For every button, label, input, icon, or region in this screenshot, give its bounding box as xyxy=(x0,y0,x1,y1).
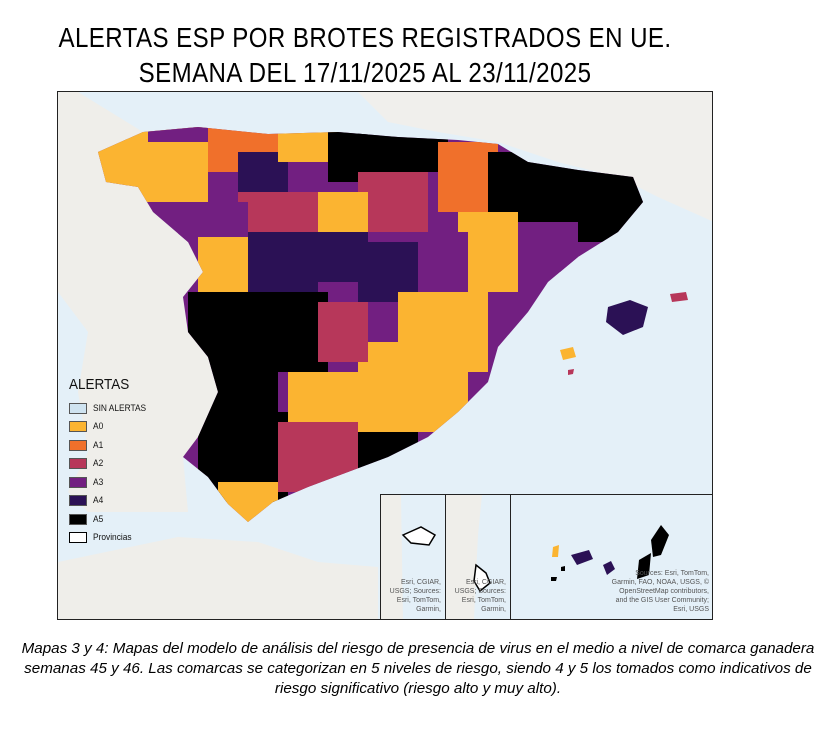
melilla-attribution: Esri, CGIAR, USGS; Sources: Esri, TomTom… xyxy=(454,579,506,613)
legend-swatch xyxy=(69,402,87,414)
risk-regions xyxy=(98,127,643,522)
island-fuerteventura xyxy=(637,553,651,579)
island-la-palma xyxy=(552,545,559,557)
melilla-map xyxy=(446,495,491,619)
island-ibiza xyxy=(560,347,576,360)
legend-label: SIN ALERTAS xyxy=(93,402,147,414)
canarias-map xyxy=(551,525,669,581)
island-formentera xyxy=(568,369,574,375)
island-la-gomera xyxy=(561,566,565,571)
legend-label: A1 xyxy=(93,439,104,451)
legend-item: A1 xyxy=(69,436,189,455)
legend-item: A5 xyxy=(69,510,189,529)
main-map: ALERTAS SIN ALERTAS A0 A1 A2 A3 A4 A5 Pr… xyxy=(57,91,713,620)
island-gran-canaria xyxy=(603,561,615,575)
legend-item: A4 xyxy=(69,492,189,511)
island-el-hierro xyxy=(551,577,557,581)
legend-label: A5 xyxy=(93,513,104,525)
legend-item: A0 xyxy=(69,418,189,437)
legend-swatch xyxy=(69,421,87,433)
island-lanzarote xyxy=(651,525,669,557)
ceuta-map xyxy=(381,495,437,619)
legend-swatch xyxy=(69,495,87,507)
figure-caption: Mapas 3 y 4: Mapas del modelo de análisi… xyxy=(21,640,815,697)
legend-title: ALERTAS xyxy=(69,376,130,393)
canarias-attribution: Sources: Esri, TomTom, Garmin, FAO, NOAA… xyxy=(611,570,709,613)
legend-swatch xyxy=(69,476,87,488)
legend: ALERTAS SIN ALERTAS A0 A1 A2 A3 A4 A5 Pr… xyxy=(69,376,189,547)
map-title-line-1: ALERTAS ESP POR BROTES REGISTRADOS EN UE… xyxy=(58,22,672,53)
legend-swatch xyxy=(69,513,87,525)
legend-item: A3 xyxy=(69,473,189,492)
legend-label: A2 xyxy=(93,458,104,470)
island-tenerife xyxy=(571,550,593,565)
iberia-map-svg xyxy=(58,92,712,619)
legend-label: A3 xyxy=(93,476,104,488)
map-title-line-2: SEMANA DEL 17/11/2025 AL 23/11/2025 xyxy=(138,57,592,88)
legend-label: Provincias xyxy=(93,532,132,544)
ceuta-attribution: Esri, CGIAR, USGS; Sources: Esri, TomTom… xyxy=(389,579,441,613)
island-menorca xyxy=(670,292,688,302)
legend-item: SIN ALERTAS xyxy=(69,399,189,418)
legend-label: A4 xyxy=(93,495,104,507)
legend-item: Provincias xyxy=(69,529,189,548)
legend-swatch xyxy=(69,458,87,470)
legend-swatch xyxy=(69,439,87,451)
inset-melilla: Esri, CGIAR, USGS; Sources: Esri, TomTom… xyxy=(445,494,510,619)
legend-swatch xyxy=(69,532,87,544)
island-mallorca xyxy=(606,300,648,335)
legend-label: A0 xyxy=(93,421,104,433)
inset-ceuta: Esri, CGIAR, USGS; Sources: Esri, TomTom… xyxy=(380,494,445,619)
legend-item: A2 xyxy=(69,455,189,474)
inset-canarias: Sources: Esri, TomTom, Garmin, FAO, NOAA… xyxy=(510,494,712,619)
